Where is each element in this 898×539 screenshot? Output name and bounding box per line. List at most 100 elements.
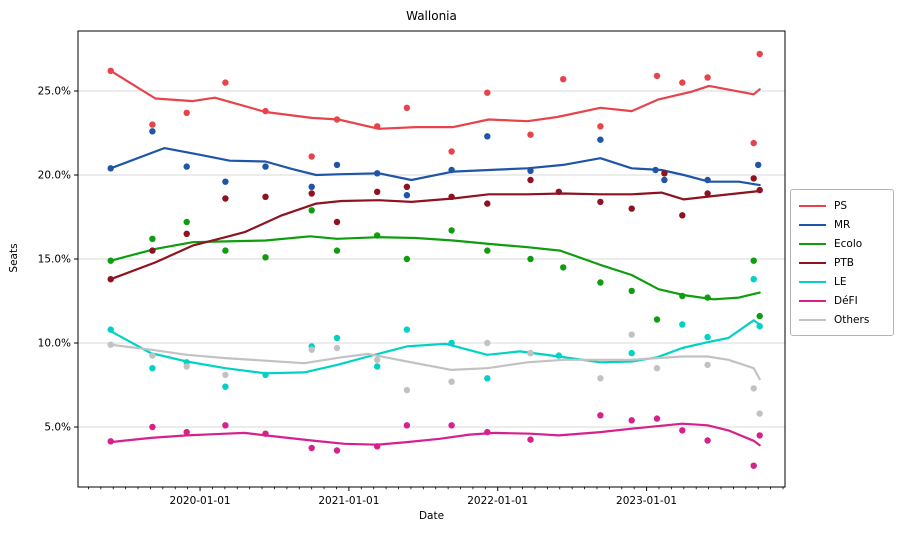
data-point-DéFI bbox=[704, 437, 711, 444]
axes-ticks: 5.0% 10.0% 15.0% 20.0% 25.0% 2020-01-01 2021-0… bbox=[38, 85, 784, 507]
data-point-DéFI bbox=[527, 436, 534, 443]
data-point-PS bbox=[484, 89, 491, 96]
chart-title: Wallonia bbox=[406, 9, 457, 23]
data-point-Others bbox=[403, 386, 411, 394]
data-point-PS bbox=[527, 131, 534, 138]
y-axis-label: Seats bbox=[8, 243, 20, 273]
legend-label: PS bbox=[834, 199, 847, 212]
data-point-Others bbox=[183, 363, 190, 370]
data-point-PS bbox=[403, 104, 411, 112]
data-point-Ecolo bbox=[628, 287, 635, 295]
data-point-Ecolo bbox=[308, 207, 315, 214]
data-point-LE bbox=[374, 363, 381, 370]
data-point-PTB bbox=[661, 170, 668, 177]
data-point-Ecolo bbox=[262, 254, 269, 261]
legend-label: MR bbox=[834, 218, 851, 231]
data-point-DéFI bbox=[262, 430, 269, 437]
legend-swatch-DéFI bbox=[799, 299, 826, 302]
data-point-PTB bbox=[149, 247, 156, 254]
data-point-PTB bbox=[628, 205, 635, 212]
series-MR bbox=[107, 128, 762, 199]
data-point-LE bbox=[704, 333, 711, 341]
legend-item-Others: Others bbox=[799, 310, 885, 329]
data-point-DéFI bbox=[333, 447, 341, 454]
data-point-DéFI bbox=[403, 422, 411, 429]
data-point-Others bbox=[149, 352, 156, 359]
data-point-PTB bbox=[262, 193, 269, 200]
data-point-PS bbox=[448, 148, 455, 155]
data-point-Others bbox=[527, 349, 534, 357]
data-point-MR bbox=[333, 161, 341, 169]
data-point-PS bbox=[308, 153, 315, 160]
gridlines bbox=[78, 90, 785, 428]
data-point-PS bbox=[262, 107, 269, 115]
legend-label: PTB bbox=[834, 256, 854, 269]
data-point-PTB bbox=[679, 212, 686, 219]
data-point-Ecolo bbox=[560, 264, 567, 271]
series-LE bbox=[107, 276, 763, 390]
data-point-PS bbox=[597, 123, 604, 130]
trend-line-LE bbox=[109, 319, 761, 375]
data-point-Others bbox=[333, 344, 341, 352]
data-point-PTB bbox=[484, 200, 491, 207]
data-point-PS bbox=[653, 72, 661, 80]
data-point-MR bbox=[527, 167, 534, 174]
x-axis-label: Date bbox=[418, 510, 445, 522]
series-Others bbox=[107, 331, 763, 417]
legend-item-DéFI: DéFI bbox=[799, 291, 885, 310]
data-point-PS bbox=[107, 67, 114, 75]
data-point-DéFI bbox=[107, 438, 114, 445]
data-point-DéFI bbox=[308, 444, 315, 452]
data-point-PTB bbox=[183, 230, 190, 237]
series-Ecolo bbox=[107, 207, 763, 323]
data-point-PS bbox=[560, 76, 567, 83]
data-point-Others bbox=[374, 356, 381, 363]
data-point-PTB bbox=[403, 183, 411, 190]
data-point-MR bbox=[308, 183, 315, 190]
data-point-Others bbox=[484, 339, 491, 347]
data-point-PTB bbox=[704, 190, 711, 197]
data-point-LE bbox=[679, 321, 686, 328]
data-point-PS bbox=[756, 50, 763, 58]
data-point-DéFI bbox=[222, 422, 229, 429]
legend-label: LE bbox=[834, 275, 847, 288]
data-point-PS bbox=[374, 123, 381, 130]
legend-item-LE: LE bbox=[799, 272, 885, 291]
data-point-MR bbox=[403, 192, 411, 199]
data-point-DéFI bbox=[484, 428, 491, 436]
data-point-Ecolo bbox=[183, 218, 190, 226]
data-point-LE bbox=[222, 383, 229, 390]
legend-swatch-Others bbox=[799, 318, 826, 321]
x-tick-label: 2020-01-01 bbox=[170, 495, 231, 507]
data-point-Others bbox=[750, 385, 757, 392]
data-point-PTB bbox=[222, 195, 229, 202]
legend-item-MR: MR bbox=[799, 215, 885, 234]
trend-line-Others bbox=[109, 343, 761, 381]
data-point-Ecolo bbox=[333, 247, 341, 254]
data-point-DéFI bbox=[679, 427, 686, 434]
data-point-LE bbox=[107, 326, 114, 333]
legend-label: DéFI bbox=[834, 294, 858, 307]
y-tick-label: 15.0% bbox=[38, 254, 71, 266]
data-point-LE bbox=[403, 326, 411, 333]
data-point-DéFI bbox=[628, 417, 635, 424]
data-point-PTB bbox=[333, 218, 341, 226]
data-point-Ecolo bbox=[704, 294, 711, 301]
data-point-Ecolo bbox=[374, 232, 381, 239]
data-point-DéFI bbox=[597, 412, 604, 419]
data-point-Others bbox=[448, 378, 455, 385]
data-point-Ecolo bbox=[679, 292, 686, 300]
data-point-Ecolo bbox=[527, 255, 534, 263]
data-point-MR bbox=[755, 161, 762, 169]
x-tick-label: 2022-01-01 bbox=[467, 495, 528, 507]
legend-item-PTB: PTB bbox=[799, 253, 885, 272]
data-point-Ecolo bbox=[448, 227, 455, 234]
data-point-Ecolo bbox=[597, 279, 604, 286]
data-point-DéFI bbox=[374, 443, 381, 450]
series-DéFI bbox=[107, 412, 763, 469]
data-point-DéFI bbox=[183, 428, 190, 436]
legend-label: Ecolo bbox=[834, 237, 863, 250]
data-point-PS bbox=[333, 116, 341, 123]
data-point-MR bbox=[448, 166, 455, 174]
